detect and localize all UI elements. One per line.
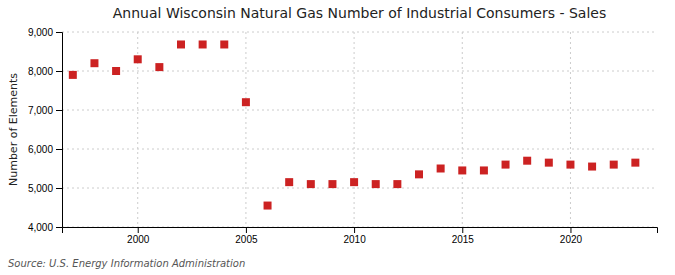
plot-area: 2000 2005 2010 2015 2020 4,000 5,000 6,000 7,000… (28, 27, 658, 245)
point (610, 161, 618, 169)
grid-line (62, 71, 657, 72)
grid-line (62, 188, 657, 189)
point (242, 98, 250, 106)
point (69, 71, 77, 79)
x-tick: 2015 (452, 227, 475, 245)
point (458, 166, 466, 174)
grid-line (62, 149, 657, 150)
point (264, 202, 272, 210)
x-tick-label: 2015 (452, 234, 475, 245)
x-tick-mark (354, 227, 355, 233)
y-tick-mark (56, 188, 62, 189)
y-tick: 4,000 (28, 222, 62, 233)
grid (62, 32, 657, 227)
x-tick: 2005 (235, 227, 258, 245)
y-tick: 6,000 (28, 144, 62, 155)
x-tick-mark (462, 227, 463, 233)
x-tick: 2000 (127, 227, 150, 245)
x-tick-mark (570, 227, 571, 233)
y-tick-mark (56, 149, 62, 150)
point (372, 180, 380, 188)
x-tick-label: 2010 (343, 234, 366, 245)
point (199, 40, 207, 48)
y-tick-mark (56, 110, 62, 111)
point (112, 67, 120, 75)
y-tick-label: 4,000 (28, 222, 53, 233)
x-tick: 2010 (343, 227, 366, 245)
grid-line (62, 110, 657, 111)
grid-line (245, 32, 246, 227)
y-tick-mark (56, 227, 62, 228)
point (566, 161, 574, 169)
chart: 2000 2005 2010 2015 2020 4,000 5,000 6,000 7,000… (0, 0, 675, 275)
y-tick: 7,000 (28, 105, 62, 116)
x-axis-line (63, 228, 658, 234)
point (177, 40, 185, 48)
point (155, 63, 163, 71)
x-tick: 2020 (560, 227, 583, 245)
y-axis-title: Number of Elements (7, 73, 20, 186)
x-tick-label: 2005 (235, 234, 258, 245)
y-axis: 4,000 5,000 6,000 7,000 8,000 9,000 (28, 27, 63, 233)
y-axis-line (56, 33, 63, 228)
grid-line (62, 32, 657, 33)
point (393, 180, 401, 188)
x-tick-mark (138, 227, 139, 233)
y-tick: 9,000 (28, 27, 62, 38)
point (328, 180, 336, 188)
title: Annual Wisconsin Natural Gas Number of I… (113, 5, 606, 21)
y-tick-label: 6,000 (28, 144, 53, 155)
point (523, 157, 531, 165)
point (588, 163, 596, 171)
point (502, 161, 510, 169)
point (285, 178, 293, 186)
point (545, 159, 553, 167)
point (134, 55, 142, 63)
y-tick-label: 8,000 (28, 66, 53, 77)
y-tick-label: 7,000 (28, 105, 53, 116)
point (220, 40, 228, 48)
x-tick-label: 2000 (127, 234, 150, 245)
point (631, 159, 639, 167)
x-tick-mark (246, 227, 247, 233)
y-tick: 5,000 (28, 183, 62, 194)
x-axis: 2000 2005 2010 2015 2020 (63, 227, 658, 245)
y-tick-label: 5,000 (28, 183, 53, 194)
point (480, 166, 488, 174)
point (350, 178, 358, 186)
point (437, 165, 445, 173)
grid-line (354, 32, 355, 227)
source: Source: U.S. Energy Information Administ… (8, 258, 245, 269)
grid-line (570, 32, 571, 227)
point (415, 170, 423, 178)
y-tick-mark (56, 71, 62, 72)
points (69, 40, 640, 209)
grid-line (462, 32, 463, 227)
y-tick-label: 9,000 (28, 27, 53, 38)
point (307, 180, 315, 188)
y-tick-mark (56, 32, 62, 33)
point (90, 59, 98, 67)
x-tick-label: 2020 (560, 234, 583, 245)
y-tick: 8,000 (28, 66, 62, 77)
